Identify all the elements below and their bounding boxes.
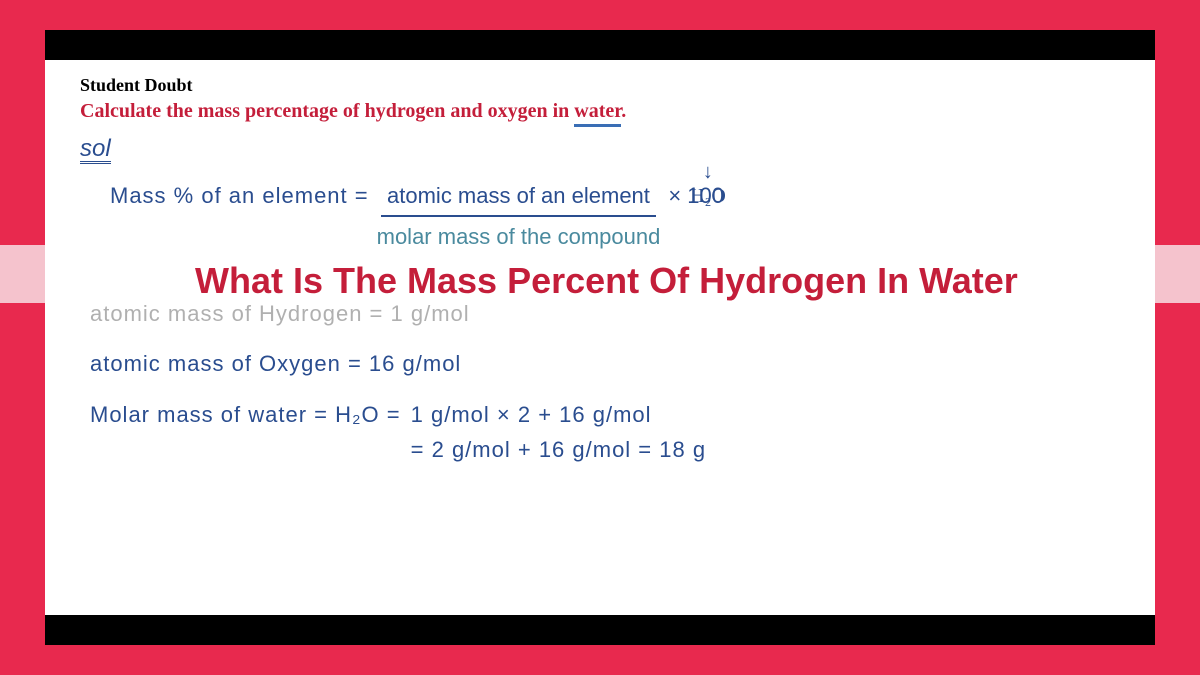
question-prefix: Calculate the mass percentage of hydroge… xyxy=(80,100,574,122)
formula-denominator: molar mass of the compound xyxy=(377,217,661,254)
question-text: Calculate the mass percentage of hydroge… xyxy=(80,100,1120,123)
title-overlay: What Is The Mass Percent Of Hydrogen In … xyxy=(195,258,1045,303)
formula-numerator: atomic mass of an element xyxy=(381,178,656,217)
question-suffix: . xyxy=(621,100,626,122)
molar-mass-lhs: Molar mass of water = H₂O = xyxy=(90,397,401,432)
atomic-mass-oxygen: atomic mass of Oxygen = 16 g/mol xyxy=(90,346,1120,381)
water-annotation: ↓ H₂O xyxy=(690,160,726,208)
h2o-formula: H₂O xyxy=(690,184,726,208)
header-label: Student Doubt xyxy=(80,75,1120,96)
molar-mass-water: Molar mass of water = H₂O = 1 g/mol × 2 … xyxy=(90,397,1120,467)
formula-fraction: atomic mass of an element molar mass of … xyxy=(377,178,661,254)
molar-mass-expr2: = 2 g/mol + 16 g/mol = 18 g xyxy=(411,432,706,467)
formula-lhs: Mass % of an element = xyxy=(110,178,369,213)
video-frame: Student Doubt Calculate the mass percent… xyxy=(45,30,1155,645)
arrow-down-icon: ↓ xyxy=(690,160,726,184)
whiteboard: Student Doubt Calculate the mass percent… xyxy=(45,60,1155,615)
sol-label: sol xyxy=(80,137,111,164)
question-underlined-word: water xyxy=(574,100,621,127)
sol-label-row: sol xyxy=(80,131,1120,170)
mass-percent-formula: Mass % of an element = atomic mass of an… xyxy=(110,178,1120,254)
molar-mass-expr1: 1 g/mol × 2 + 16 g/mol xyxy=(411,397,706,432)
